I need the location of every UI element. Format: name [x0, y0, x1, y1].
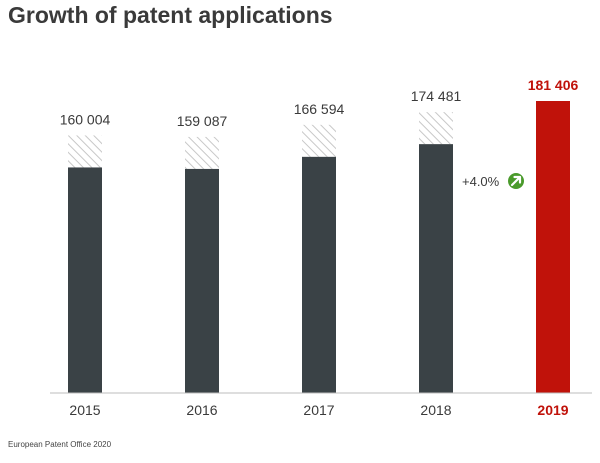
category-label-2017: 2017: [303, 402, 334, 418]
growth-annotation-text: +4.0%: [462, 174, 500, 189]
value-label-2016: 159 087: [177, 113, 228, 129]
value-label-2015: 160 004: [60, 111, 111, 127]
value-label-2019: 181 406: [528, 77, 579, 93]
bar-2016: [185, 168, 219, 393]
chart-title: Growth of patent applications: [8, 2, 333, 28]
bar-hatched-cap-2016: [185, 136, 219, 169]
growth-annotation: +4.0%: [462, 173, 524, 189]
category-label-2018: 2018: [420, 402, 451, 418]
bar-2018: [419, 144, 453, 393]
bar-2019: [536, 101, 570, 393]
value-label-2018: 174 481: [411, 88, 462, 104]
arrow-icon-glyph: [510, 175, 522, 187]
labels-group: 160 004 2015 159 087 2016 166 594 2017 174 481…: [60, 77, 579, 418]
bar-hatched-cap-2015: [68, 135, 102, 168]
source-note: European Patent Office 2020: [8, 440, 112, 449]
category-label-2016: 2016: [186, 402, 217, 418]
up-right-arrow-icon: [508, 173, 524, 189]
bar-hatched-cap-2018: [419, 112, 453, 145]
value-label-2017: 166 594: [294, 101, 345, 117]
category-label-2019: 2019: [537, 402, 568, 418]
bar-2017: [302, 156, 336, 393]
bar-2015: [68, 167, 102, 393]
bar-hatched-cap-2017: [302, 124, 336, 157]
bars-group: [68, 101, 570, 393]
category-label-2015: 2015: [69, 402, 100, 418]
